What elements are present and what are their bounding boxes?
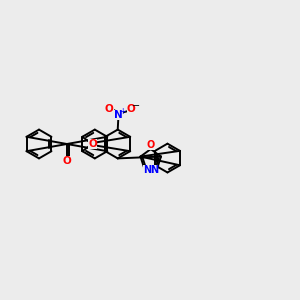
- Text: +: +: [119, 107, 125, 116]
- Text: O: O: [62, 156, 71, 167]
- Text: N: N: [143, 165, 152, 175]
- Text: N: N: [114, 110, 123, 120]
- Text: O: O: [88, 139, 97, 149]
- Text: −: −: [132, 101, 140, 111]
- Text: O: O: [147, 140, 155, 150]
- Text: O: O: [105, 104, 114, 114]
- Text: N: N: [150, 165, 158, 175]
- Text: O: O: [127, 104, 135, 114]
